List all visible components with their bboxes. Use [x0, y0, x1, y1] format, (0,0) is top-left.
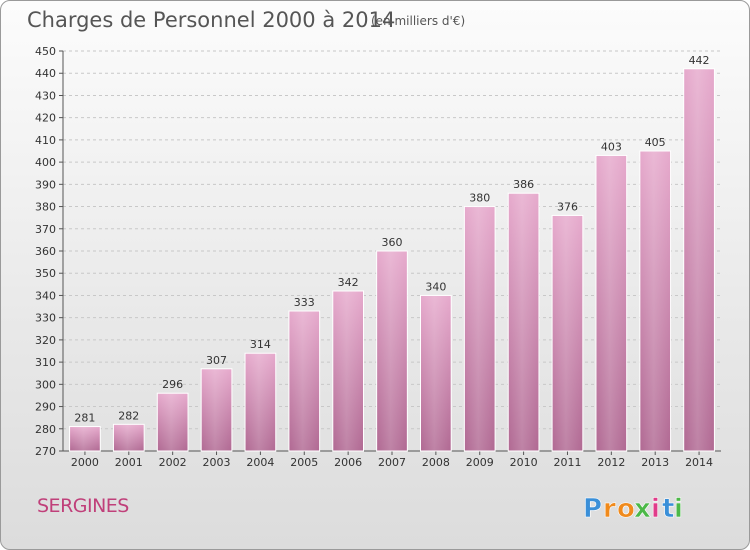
- logo-letter: i: [674, 494, 683, 524]
- x-tick-label: 2002: [159, 456, 187, 469]
- x-tick-label: 2009: [466, 456, 494, 469]
- bar-shine: [201, 368, 232, 451]
- x-tick-label: 2013: [641, 456, 669, 469]
- data-label: 282: [118, 409, 139, 422]
- data-label: 281: [74, 412, 95, 425]
- bar-shine: [508, 193, 539, 451]
- x-tick-label: 2000: [71, 456, 99, 469]
- bar-shine: [464, 206, 496, 451]
- x-tick-label: 2014: [685, 456, 713, 469]
- x-tick-label: 2012: [597, 456, 625, 469]
- y-tick-label: 360: [35, 245, 56, 258]
- data-label: 360: [382, 236, 403, 249]
- bar-shine: [113, 424, 145, 451]
- y-tick-label: 280: [35, 423, 56, 436]
- logo-letter: x: [634, 494, 651, 524]
- logo-letter: i: [651, 494, 660, 524]
- y-tick-label: 330: [35, 312, 56, 325]
- bar-shine: [332, 291, 364, 451]
- y-tick-label: 270: [35, 445, 56, 458]
- y-tick-label: 390: [35, 178, 56, 191]
- location-name: SERGINES: [37, 495, 129, 517]
- y-tick-label: 380: [35, 201, 56, 214]
- y-tick-label: 300: [35, 378, 56, 391]
- y-tick-label: 320: [35, 334, 56, 347]
- bar-shine: [595, 155, 627, 451]
- bar-shine: [245, 353, 276, 451]
- logo-letter: t: [662, 494, 674, 524]
- bar-shine: [69, 426, 101, 451]
- logo-letter: P: [583, 494, 602, 524]
- data-label: 342: [338, 276, 359, 289]
- data-label: 386: [513, 178, 534, 191]
- bar-shine: [420, 295, 452, 451]
- chart-title: Charges de Personnel 2000 à 2014: [27, 8, 396, 32]
- bar-shine: [639, 151, 671, 451]
- x-tick-label: 2004: [246, 456, 274, 469]
- data-label: 333: [294, 296, 315, 309]
- y-tick-label: 290: [35, 401, 56, 414]
- y-tick-label: 450: [35, 45, 56, 58]
- data-label: 380: [469, 192, 490, 205]
- data-label: 403: [601, 140, 622, 153]
- bar-shine: [683, 68, 715, 452]
- x-tick-label: 2006: [334, 456, 362, 469]
- y-tick-label: 410: [35, 134, 56, 147]
- data-label: 296: [162, 378, 183, 391]
- y-tick-label: 430: [35, 89, 56, 102]
- x-tick-label: 2010: [510, 456, 538, 469]
- x-tick-label: 2003: [203, 456, 231, 469]
- data-label: 307: [206, 354, 227, 367]
- y-tick-label: 370: [35, 223, 56, 236]
- y-tick-label: 350: [35, 267, 56, 280]
- bar-shine: [552, 215, 583, 451]
- data-label: 376: [557, 200, 578, 213]
- bar-shine: [288, 311, 320, 451]
- data-label: 340: [425, 280, 446, 293]
- x-tick-label: 2005: [290, 456, 318, 469]
- logo-letter: o: [617, 494, 635, 524]
- y-tick-label: 310: [35, 356, 56, 369]
- x-tick-label: 2008: [422, 456, 450, 469]
- data-label: 442: [689, 54, 710, 67]
- y-tick-label: 340: [35, 289, 56, 302]
- y-tick-label: 420: [35, 112, 56, 125]
- data-label: 405: [645, 136, 666, 149]
- bar-shine: [376, 251, 408, 451]
- logo-letter: r: [603, 494, 616, 524]
- data-label: 314: [250, 338, 271, 351]
- x-tick-label: 2001: [115, 456, 143, 469]
- bar-shine: [157, 393, 189, 451]
- chart-subtitle: (en milliers d'€): [371, 14, 466, 28]
- x-tick-label: 2011: [553, 456, 581, 469]
- y-tick-label: 400: [35, 156, 56, 169]
- y-tick-label: 440: [35, 67, 56, 80]
- x-tick-label: 2007: [378, 456, 406, 469]
